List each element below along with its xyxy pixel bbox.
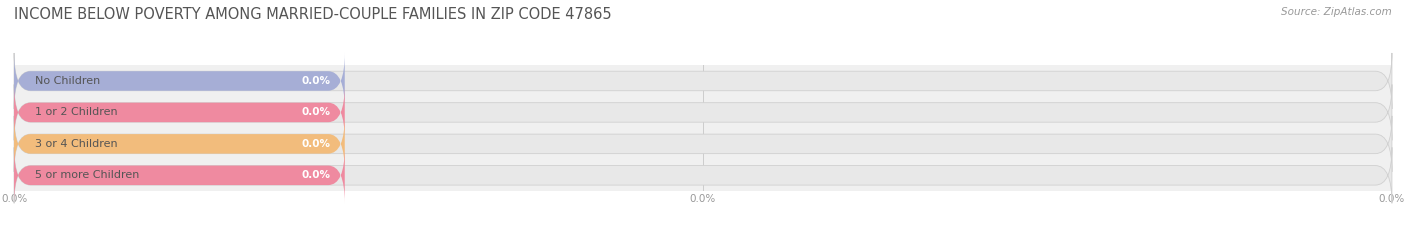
Text: 0.0%: 0.0%	[302, 107, 330, 117]
Text: INCOME BELOW POVERTY AMONG MARRIED-COUPLE FAMILIES IN ZIP CODE 47865: INCOME BELOW POVERTY AMONG MARRIED-COUPL…	[14, 7, 612, 22]
FancyBboxPatch shape	[14, 147, 1392, 203]
FancyBboxPatch shape	[14, 84, 344, 140]
Text: 0.0%: 0.0%	[302, 170, 330, 180]
FancyBboxPatch shape	[14, 84, 1392, 140]
FancyBboxPatch shape	[14, 147, 344, 203]
Text: No Children: No Children	[35, 76, 100, 86]
FancyBboxPatch shape	[14, 53, 344, 109]
Text: 0.0%: 0.0%	[302, 76, 330, 86]
FancyBboxPatch shape	[14, 116, 1392, 172]
Text: 5 or more Children: 5 or more Children	[35, 170, 139, 180]
Text: Source: ZipAtlas.com: Source: ZipAtlas.com	[1281, 7, 1392, 17]
Text: 3 or 4 Children: 3 or 4 Children	[35, 139, 117, 149]
FancyBboxPatch shape	[14, 116, 344, 172]
Text: 0.0%: 0.0%	[302, 139, 330, 149]
Text: 1 or 2 Children: 1 or 2 Children	[35, 107, 117, 117]
FancyBboxPatch shape	[14, 53, 1392, 109]
